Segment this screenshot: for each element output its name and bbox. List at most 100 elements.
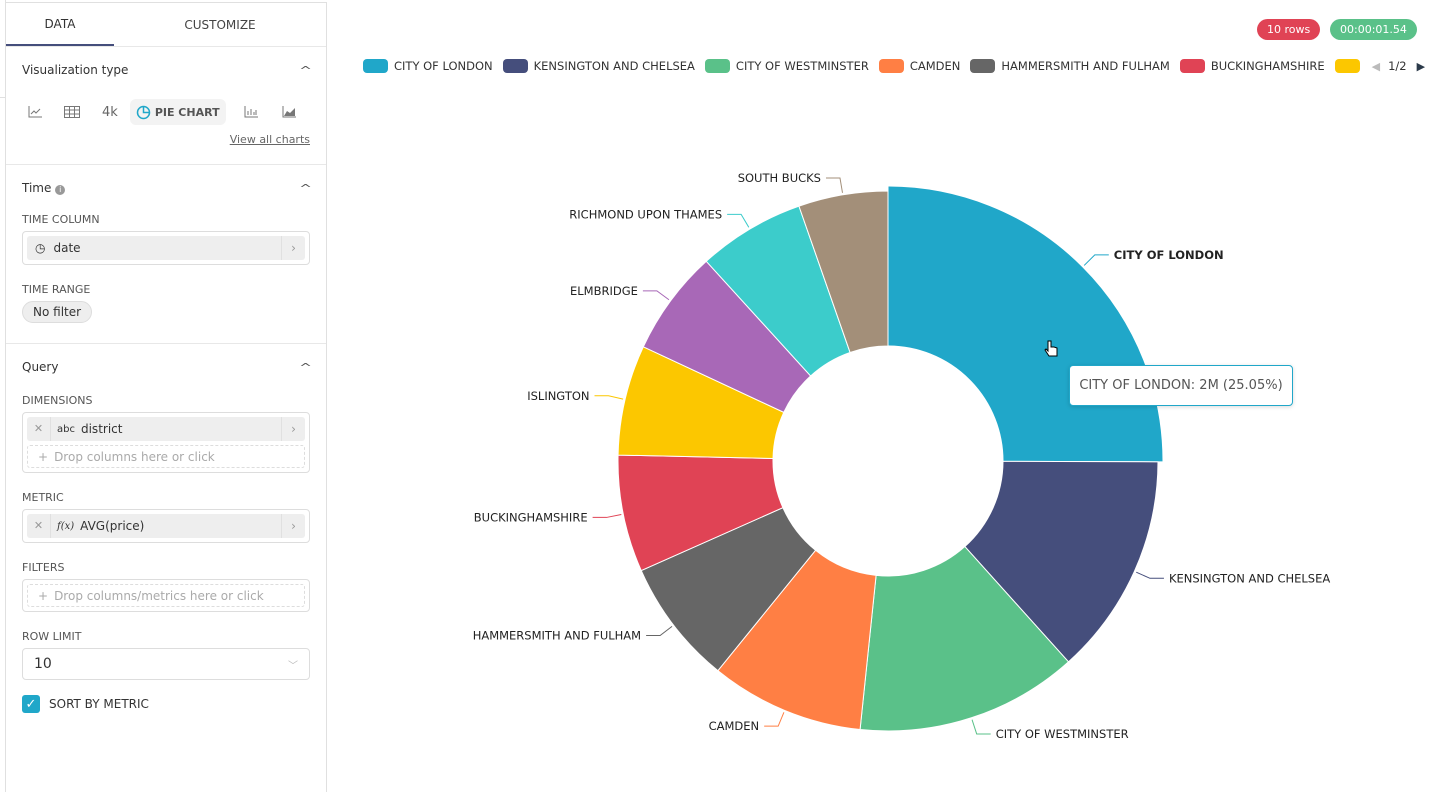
slice-label: RICHMOND UPON THAMES — [569, 207, 722, 221]
label-leader-line — [594, 395, 624, 400]
chevron-down-icon: ﹀ — [288, 660, 298, 672]
sort-by-metric-label: SORT BY METRIC — [49, 697, 149, 711]
plus-icon: + — [38, 588, 49, 603]
metric-field: ✕ f(x) AVG(price) › — [22, 509, 310, 543]
slice-label: ISLINGTON — [527, 389, 589, 403]
slice-label: KENSINGTON AND CHELSEA — [1169, 571, 1330, 585]
area-chart-icon[interactable] — [276, 99, 302, 125]
label-leader-line — [646, 625, 673, 636]
legend-item[interactable]: CAMDEN — [878, 59, 960, 73]
filters-label: FILTERS — [22, 561, 65, 574]
section-title: Time — [22, 181, 52, 195]
row-count-badge: 10 rows — [1257, 19, 1321, 40]
section-title: Query — [22, 360, 59, 374]
table-icon[interactable] — [58, 99, 86, 125]
pie-slice[interactable] — [964, 460, 1159, 663]
visualization-type-section: Visualization type ^ 4k PIE CHART View al… — [6, 47, 326, 165]
legend-label: HAMMERSMITH AND FULHAM — [1001, 59, 1170, 73]
time-column-field[interactable]: ◷ date › — [22, 231, 310, 265]
row-limit-label: ROW LIMIT — [22, 630, 82, 643]
legend-item[interactable]: CITY OF LONDON — [363, 59, 493, 73]
label-leader-line — [1083, 254, 1109, 266]
row-limit-value: 10 — [34, 656, 52, 672]
time-column-value: date — [53, 241, 81, 255]
legend-swatch — [878, 59, 904, 73]
slice-label: CITY OF WESTMINSTER — [996, 727, 1129, 741]
control-panel: DATA CUSTOMIZE Visualization type ^ 4k PI… — [6, 2, 327, 792]
dimensions-field: ✕ abc district › + Drop columns here or clic… — [22, 412, 310, 473]
time-column-label: TIME COLUMN — [22, 213, 100, 226]
label-leader-line — [764, 712, 785, 727]
pie-chart-button[interactable]: PIE CHART — [129, 99, 226, 125]
collapse-icon[interactable]: ^ — [298, 360, 312, 374]
remove-icon[interactable]: ✕ — [27, 514, 51, 538]
metric-label: METRIC — [22, 491, 64, 504]
legend-label: CITY OF LONDON — [394, 59, 493, 73]
legend-item[interactable]: BUCKINGHAMSHIRE — [1179, 59, 1325, 73]
row-limit-select[interactable]: 10 ﹀ — [22, 648, 310, 680]
checkbox-icon[interactable]: ✓ — [22, 695, 40, 713]
info-icon[interactable]: i — [55, 185, 66, 195]
filters-field: + Drop columns/metrics here or click — [22, 579, 310, 612]
slice-label: SOUTH BUCKS — [738, 171, 821, 185]
collapse-icon[interactable]: ^ — [298, 63, 312, 77]
label-leader-line — [971, 719, 991, 735]
slice-label: BUCKINGHAMSHIRE — [474, 510, 588, 524]
legend-swatch — [970, 59, 996, 73]
chevron-right-icon[interactable]: › — [281, 236, 305, 260]
pie-chart-label: PIE CHART — [154, 105, 220, 119]
legend-item[interactable]: CITY OF WESTMINSTER — [704, 59, 869, 73]
dimension-pill[interactable]: ✕ abc district › — [27, 417, 305, 441]
filters-dropzone[interactable]: + Drop columns/metrics here or click — [27, 584, 305, 607]
collapse-icon[interactable]: ^ — [298, 181, 312, 195]
slice-label: CITY OF LONDON — [1114, 248, 1224, 262]
query-section: Query ^ DIMENSIONS ✕ abc district › + Drop co… — [6, 344, 326, 713]
legend-prev-icon[interactable]: ◀ — [1371, 59, 1381, 73]
dropzone-text: Drop columns here or click — [54, 449, 215, 464]
time-range-label: TIME RANGE — [22, 283, 91, 296]
legend-label: BUCKINGHAMSHIRE — [1210, 59, 1325, 73]
section-title: Visualization type — [22, 63, 129, 77]
dimensions-label: DIMENSIONS — [22, 394, 93, 407]
chart-legend: CITY OF LONDON KENSINGTON AND CHELSEA CITY… — [363, 59, 1425, 73]
big-number-button[interactable]: 4k — [102, 104, 118, 120]
tab-data[interactable]: DATA — [6, 3, 114, 46]
label-leader-line — [592, 513, 622, 518]
view-all-charts-link[interactable]: View all charts — [229, 133, 310, 146]
pie-slice[interactable] — [887, 185, 1164, 463]
chevron-right-icon[interactable]: › — [281, 514, 305, 538]
legend-swatch — [363, 59, 388, 73]
slice-label: HAMMERSMITH AND FULHAM — [473, 628, 641, 642]
legend-item[interactable]: KENSINGTON AND CHELSEA — [502, 59, 695, 73]
slice-label: ELMBRIDGE — [570, 284, 638, 298]
legend-swatch — [502, 59, 528, 73]
legend-item[interactable]: HAMMERSMITH AND FULHAM — [970, 59, 1170, 73]
line-chart-icon[interactable] — [22, 99, 48, 125]
bar-chart-icon[interactable] — [238, 99, 264, 125]
tab-customize[interactable]: CUSTOMIZE — [184, 17, 256, 32]
metric-value: AVG(price) — [80, 519, 145, 533]
dimensions-dropzone[interactable]: + Drop columns here or click — [27, 445, 305, 468]
dropzone-text: Drop columns/metrics here or click — [54, 588, 264, 603]
function-icon: f(x) — [57, 520, 75, 532]
label-leader-line — [727, 213, 750, 228]
pie-slice[interactable] — [859, 545, 1070, 732]
time-range-button[interactable]: No filter — [22, 301, 93, 323]
plus-icon: + — [38, 449, 49, 464]
legend-swatch — [1334, 59, 1360, 73]
sort-by-metric-checkbox[interactable]: ✓ SORT BY METRIC — [22, 695, 310, 713]
legend-page: 1/2 — [1388, 59, 1407, 73]
pie-slice[interactable] — [798, 190, 889, 354]
label-leader-line — [825, 177, 843, 193]
remove-icon[interactable]: ✕ — [27, 417, 51, 441]
legend-next-icon[interactable]: ▶ — [1416, 59, 1426, 73]
legend-item[interactable] — [1334, 59, 1366, 73]
slice-label: CAMDEN — [709, 719, 760, 733]
duration-badge: 00:00:01.54 — [1330, 19, 1417, 40]
type-icon: abc — [57, 423, 75, 435]
clock-icon: ◷ — [35, 241, 46, 255]
chevron-right-icon[interactable]: › — [281, 417, 305, 441]
left-strip — [0, 0, 6, 792]
metric-pill[interactable]: ✕ f(x) AVG(price) › — [27, 514, 305, 538]
